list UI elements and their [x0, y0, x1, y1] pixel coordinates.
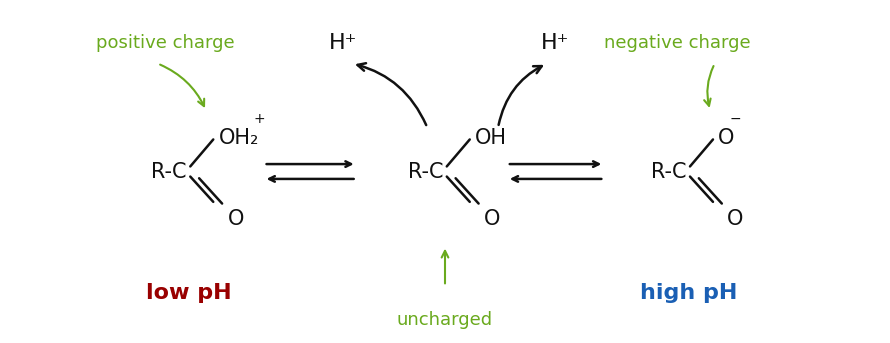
- Text: H⁺: H⁺: [329, 33, 358, 53]
- Text: O: O: [228, 209, 244, 229]
- Text: low pH: low pH: [146, 283, 231, 303]
- Text: H⁺: H⁺: [541, 33, 570, 53]
- Text: O: O: [718, 128, 734, 148]
- Text: uncharged: uncharged: [397, 311, 493, 329]
- Text: OH: OH: [475, 128, 507, 148]
- Text: O: O: [484, 209, 500, 229]
- Text: R-C: R-C: [151, 162, 187, 181]
- Text: R-C: R-C: [651, 162, 686, 181]
- Text: OH₂: OH₂: [219, 128, 259, 148]
- Text: high pH: high pH: [640, 283, 737, 303]
- Text: positive charge: positive charge: [95, 34, 234, 52]
- Text: +: +: [253, 112, 264, 126]
- Text: −: −: [730, 112, 741, 126]
- Text: R-C: R-C: [408, 162, 443, 181]
- Text: negative charge: negative charge: [603, 34, 750, 52]
- Text: O: O: [727, 209, 743, 229]
